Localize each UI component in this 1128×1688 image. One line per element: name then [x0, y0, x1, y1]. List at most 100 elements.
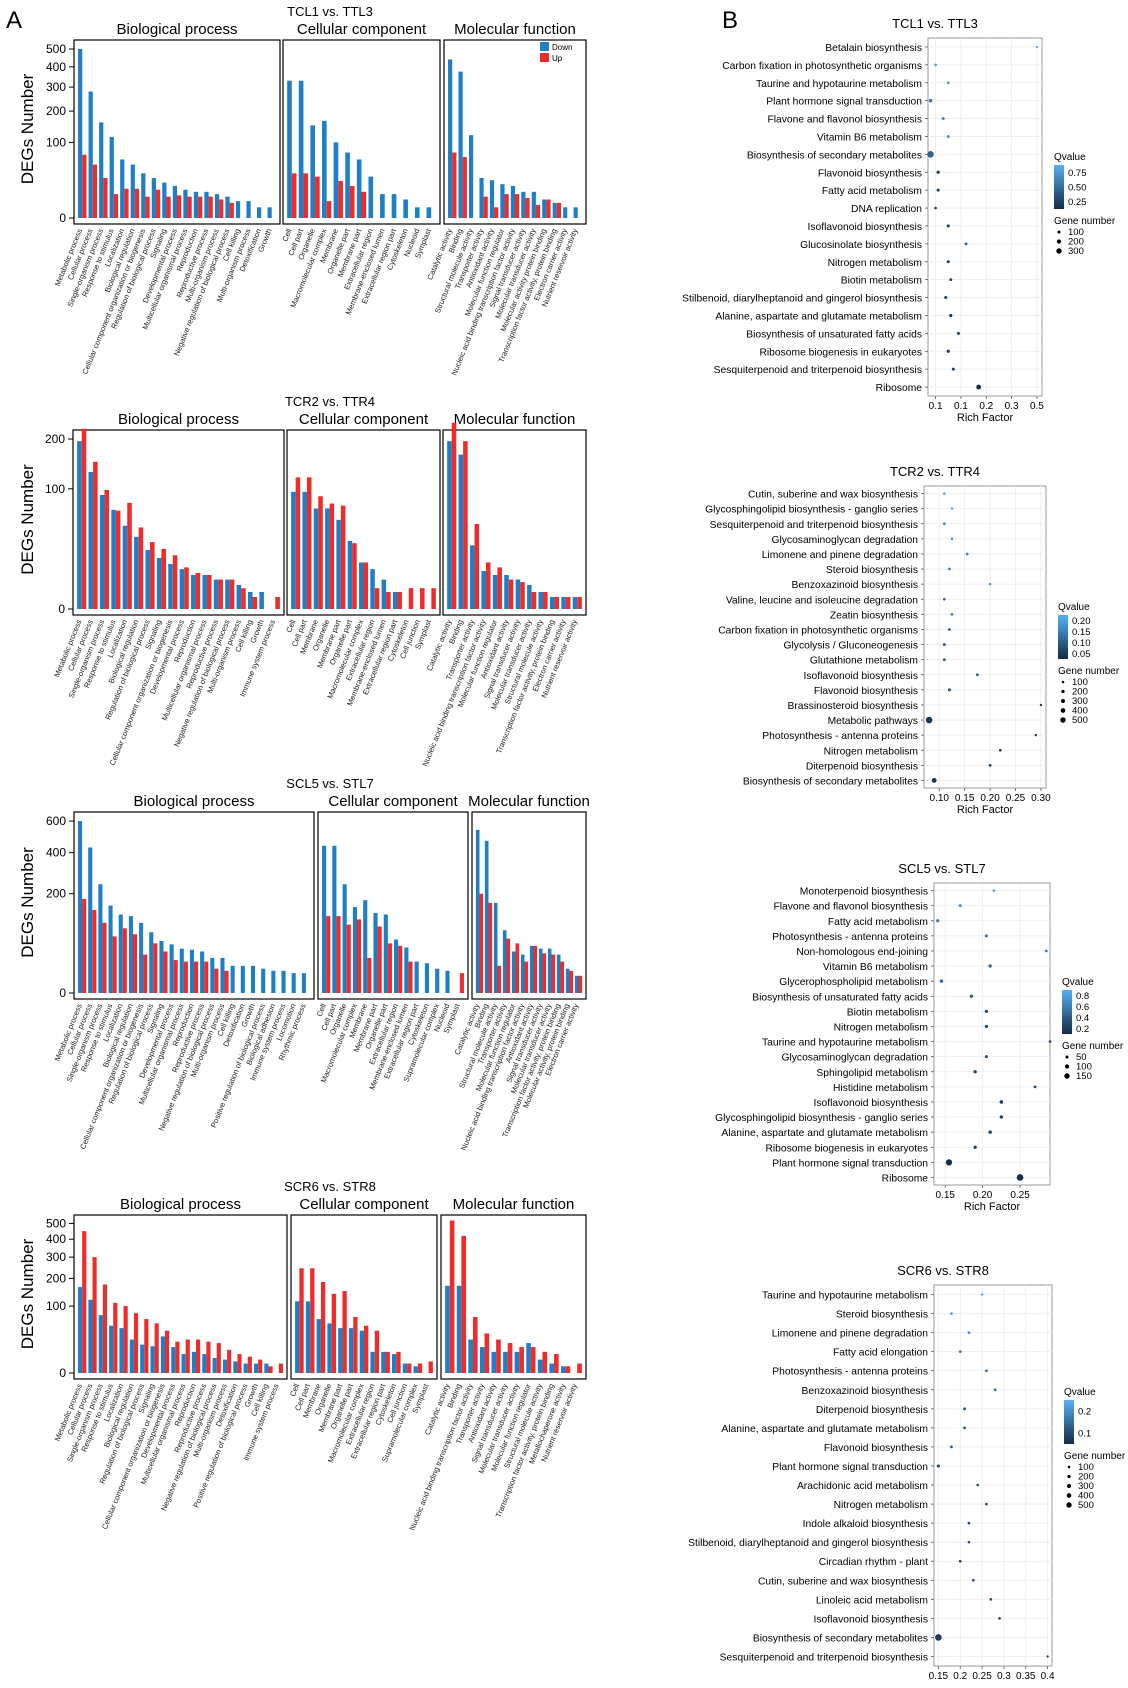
y-tick-label: 200	[46, 1271, 66, 1285]
x-axis-label: Rich Factor	[957, 412, 1014, 424]
bar-down	[88, 91, 93, 218]
bar-down	[322, 120, 327, 218]
bar-up	[459, 973, 464, 993]
pathway-label: Betalain biosynthesis	[825, 43, 922, 54]
gene-number-legend-dot	[1067, 1484, 1071, 1488]
y-tick-label: 0	[59, 211, 66, 225]
pathway-label: Ribosome biogenesis in eukaryotes	[765, 1143, 928, 1154]
bar-down	[264, 1363, 269, 1373]
x-tick-label: 0.3	[997, 1671, 1011, 1682]
gene-number-legend-dot	[1065, 1055, 1069, 1059]
y-tick-label: 400	[46, 1232, 66, 1246]
bar-up	[407, 1363, 412, 1373]
pathway-label: Metabolic pathways	[828, 716, 918, 727]
plot-panel	[923, 485, 1047, 789]
bar-down	[526, 1343, 531, 1373]
bar-up	[331, 1293, 336, 1373]
bar-down	[134, 536, 139, 609]
pathway-label: Biosynthesis of unsaturated fatty acids	[752, 992, 928, 1003]
x-tick-label: 0.25	[972, 1671, 992, 1682]
qvalue-legend-title: Qvalue	[1058, 602, 1090, 613]
bar-up	[346, 924, 351, 993]
pathway-label: Taurine and hypotaurine metabolism	[756, 79, 922, 90]
bar-up	[252, 596, 258, 609]
bar-up	[408, 961, 413, 993]
bar-up	[113, 194, 119, 218]
pathway-label: Sphingolipid metabolism	[816, 1068, 928, 1079]
qvalue-legend-tick: 0.75	[1068, 168, 1087, 179]
bar-down	[305, 1301, 311, 1373]
bar-down	[456, 1285, 462, 1373]
gene-number-legend-tick: 500	[1078, 1500, 1094, 1511]
section-frame	[73, 811, 315, 1000]
panel-label-a: A	[6, 7, 22, 34]
pathway-label: Nitrogen metabolism	[834, 1022, 928, 1033]
enrichment-dot	[958, 904, 962, 908]
x-axis-label: Rich Factor	[957, 804, 1014, 816]
bar-up	[451, 422, 457, 609]
bar-down	[213, 579, 219, 609]
gene-number-legend-dot	[1061, 699, 1065, 703]
enrichment-dot	[950, 537, 954, 541]
bar-up	[104, 490, 110, 609]
x-tick-label: 0.5	[1030, 401, 1044, 412]
bar-up	[82, 154, 87, 218]
enrichment-dot	[942, 643, 946, 646]
bar-down	[547, 948, 552, 993]
bar-down	[225, 196, 230, 218]
gene-number-legend-tick: 300	[1072, 696, 1088, 707]
bar-up	[515, 943, 520, 993]
x-tick-label: 0.20	[973, 1190, 993, 1201]
qvalue-legend-title: Qvalue	[1064, 1387, 1096, 1398]
pathway-label: Stilbenoid, diarylheptanoid and gingerol…	[682, 294, 922, 305]
section-title: Cellular component	[328, 793, 458, 810]
section-frame	[73, 1214, 288, 1380]
bar-up	[496, 1339, 501, 1373]
bar-down	[336, 519, 341, 609]
bar-down	[212, 1358, 217, 1373]
bar-up	[336, 916, 341, 993]
enrichment-dot	[984, 1009, 989, 1014]
bar-down	[414, 961, 419, 993]
bar-down	[78, 1287, 83, 1373]
bar-down	[287, 80, 292, 218]
enrichment-dot	[946, 260, 950, 264]
bar-down	[240, 965, 245, 993]
pathway-label: Fatty acid metabolism	[828, 917, 928, 928]
bar-up	[396, 1351, 401, 1373]
bar-down	[109, 136, 114, 218]
section-title: Biological process	[134, 793, 255, 810]
bar-down	[573, 207, 578, 218]
bar-down	[370, 1351, 375, 1373]
y-tick-label: 200	[46, 887, 66, 901]
bar-up	[374, 588, 380, 609]
plot-title: SCL5 vs. STL7	[898, 861, 985, 876]
bar-up	[219, 199, 224, 218]
bar-down	[129, 1339, 134, 1373]
x-tick-label: 0.25	[1006, 793, 1026, 804]
bar-down	[257, 207, 262, 218]
bar-down	[220, 957, 225, 993]
bar-up	[177, 195, 182, 218]
bar-down	[159, 940, 164, 993]
bar-up	[374, 1330, 380, 1373]
bar-up	[206, 1341, 211, 1373]
enrichment-plot-2: SCL5 vs. STL7 Monoterpenoid biosynthesis F…	[715, 861, 1124, 1213]
bar-down	[160, 1336, 165, 1373]
gene-number-legend-title: Gene number	[1064, 1451, 1126, 1462]
section-frame	[286, 429, 441, 616]
pathway-label: DNA replication	[851, 204, 922, 215]
bar-up	[115, 510, 121, 609]
bar-down	[352, 907, 357, 993]
bar-up	[122, 928, 127, 993]
bar-up	[479, 893, 484, 993]
qvalue-legend-tick: 0.15	[1072, 627, 1091, 638]
bar-up	[497, 567, 502, 609]
section-frame	[73, 39, 281, 225]
bar-down	[414, 207, 420, 218]
bar-down	[514, 1351, 520, 1373]
bar-up	[326, 916, 331, 993]
y-tick-label: 0	[58, 602, 65, 616]
bar-down	[552, 202, 557, 218]
x-tick-label: 0.25	[1010, 1190, 1030, 1201]
